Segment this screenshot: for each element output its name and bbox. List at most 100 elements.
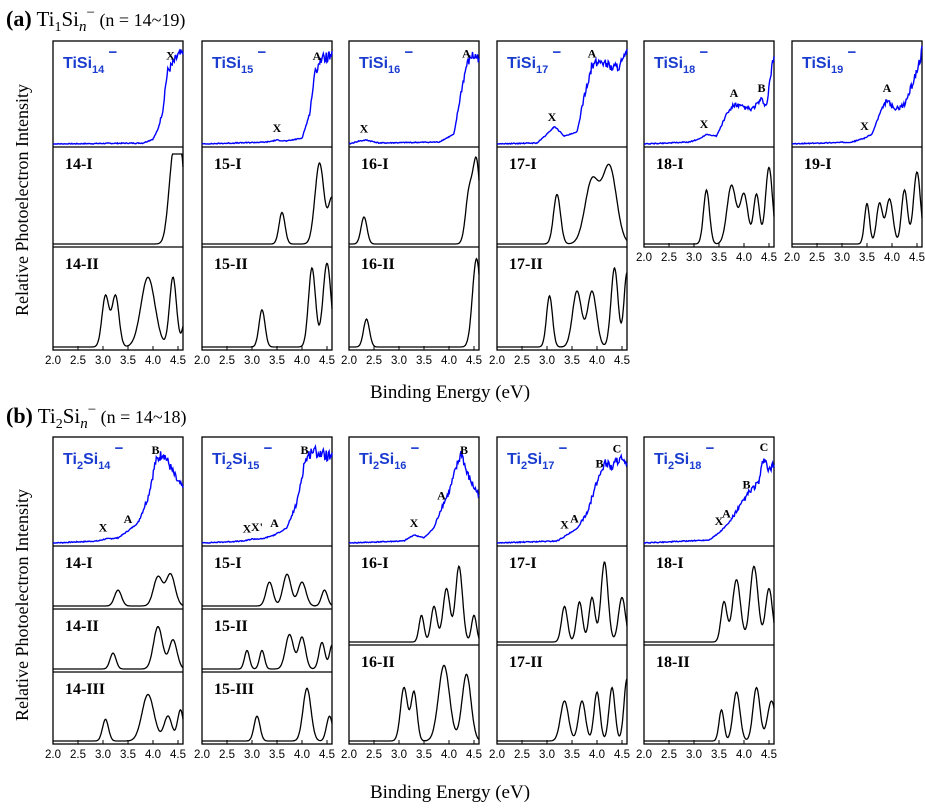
cluster-label: Ti2Si17 − [507,440,568,472]
x-tick-label: 3.5 [711,749,727,761]
peak-label: X [166,49,175,63]
x-tick-label: 3.5 [416,355,432,367]
x-tick-label: 3.0 [686,252,702,264]
x-tick-label: 4.5 [909,252,925,264]
x-tick-label: 2.5 [809,252,825,264]
simulated-spectrum [53,572,184,607]
plot-column: Ti2Si17 − X A BC 17-I 17-II 2.0 2.5 3.0 3.5 4.0 4.5 [489,436,630,761]
x-tick-label: 4.0 [589,749,605,761]
plot-frame [643,436,775,745]
peak-label: X [243,521,252,535]
plot-column: TiSi14 − X 14-I 14-II 2.0 2.5 3.0 3.5 4.0 4.5 [45,40,186,367]
plot-column: Ti2Si18 − XA B C 18-I 18-II 2.0 2.5 3.0 3.5 4.0 4.5 [636,436,777,761]
cluster-label: TiSi16 − [359,44,413,76]
plot-grid: TiSi14 − X14-I14-II2.0 2.5 3.0 3.5 4.0 4.5 TiSi… [45,40,925,761]
simulated-spectrum [202,262,333,348]
plot-column: TiSi19 − X A 19-I 2.0 2.5 3.0 3.5 4.0 4.5 [784,40,925,264]
isomer-label: 14-II [65,618,99,635]
x-tick-label: 4.0 [736,749,752,761]
x-tick-label: 2.0 [194,355,210,367]
simulated-spectrum [644,166,775,245]
x-tick-label: 3.5 [269,749,285,761]
panel-b-x-axis-label: Binding Energy (eV) [370,782,530,803]
peak-label: A [722,506,731,520]
plot-frame [496,436,628,745]
cluster-label: Ti2Si18 − [654,440,715,472]
isomer-label: 15-II [214,618,248,635]
plot-column: TiSi16 − X A 16-I 16-II 2.0 2.5 3.0 3.5 4.0 4.5 [341,40,482,367]
x-tick-label: 4.5 [614,355,630,367]
x-tick-label: 2.0 [489,749,505,761]
x-tick-label: 2.0 [636,252,652,264]
peak-label: A [270,516,279,530]
cluster-label: TiSi15 − [212,44,266,76]
peak-label: B [595,457,603,471]
panel-title: (b) Ti2Sin− (n = 14~18) [6,402,187,432]
peak-label: C [760,440,769,454]
x-tick-label: 2.5 [70,355,86,367]
x-tick-label: 4.5 [761,749,777,761]
isomer-label: 17-II [509,256,543,273]
x-tick-label: 2.0 [194,749,210,761]
plot-column: TiSi15 − X A 15-I 15-II 2.0 2.5 3.0 3.5 4.0 4.5 [194,40,335,367]
peak-label: X [410,516,419,530]
simulated-spectrum [202,162,333,245]
simulated-spectrum [202,633,333,670]
simulated-spectrum [202,573,333,607]
x-tick-label: 2.0 [784,252,800,264]
isomer-label: 16-I [361,156,389,173]
experimental-spectrum [791,45,923,145]
x-tick-label: 2.5 [219,355,235,367]
experimental-spectrum [497,453,628,544]
x-tick-label: 4.5 [319,749,335,761]
x-tick-label: 4.0 [145,749,161,761]
peak-label: A [570,511,579,525]
experimental-spectrum [348,450,480,544]
peak-label: A [313,49,322,63]
peak-label: A [588,47,597,61]
simulated-spectrum [53,276,184,348]
x-tick-label: 4.0 [294,749,310,761]
x-tick-label: 3.0 [244,355,260,367]
x-tick-label: 2.0 [341,355,357,367]
peak-label: X [700,117,709,131]
simulated-spectrum [53,153,184,245]
x-tick-label: 3.0 [391,749,407,761]
x-tick-label: 2.5 [661,749,677,761]
x-tick-label: 3.5 [711,252,727,264]
cluster-label: Ti2Si14 − [63,440,124,472]
experimental-spectrum [201,50,333,145]
experimental-spectrum [644,458,775,544]
simulated-spectrum [349,664,480,742]
isomer-label: 18-I [656,156,684,173]
simulated-spectrum [497,678,628,742]
simulated-spectrum [53,626,184,670]
peak-label: X [860,119,869,133]
isomer-label: 15-II [214,256,248,273]
peak-label: A [437,489,446,503]
simulated-spectrum [497,561,628,643]
x-tick-label: 4.0 [736,252,752,264]
x-tick-label: 2.0 [636,749,652,761]
peak-label: B [757,81,765,95]
x-tick-label: 3.5 [859,252,875,264]
simulated-spectrum [349,565,480,643]
experimental-spectrum [52,451,184,544]
plot-frame [201,436,333,745]
x-tick-label: 2.5 [70,749,86,761]
simulated-spectrum [202,687,333,742]
peak-label: X [273,121,282,135]
isomer-label: 14-II [65,256,99,273]
x-tick-label: 2.0 [45,749,61,761]
x-tick-label: 2.5 [366,355,382,367]
simulated-spectrum [497,163,628,245]
isomer-label: 16-II [361,256,395,273]
isomer-label: 16-I [361,555,389,572]
cluster-label: TiSi19 − [802,44,856,76]
x-tick-label: 2.5 [219,749,235,761]
panel-b-title: (b) Ti2Sin− (n = 14~18) [6,402,187,432]
simulated-spectrum [644,565,775,643]
x-tick-label: 3.5 [120,355,136,367]
experimental-spectrum [497,48,628,145]
peak-label: B [742,477,750,491]
